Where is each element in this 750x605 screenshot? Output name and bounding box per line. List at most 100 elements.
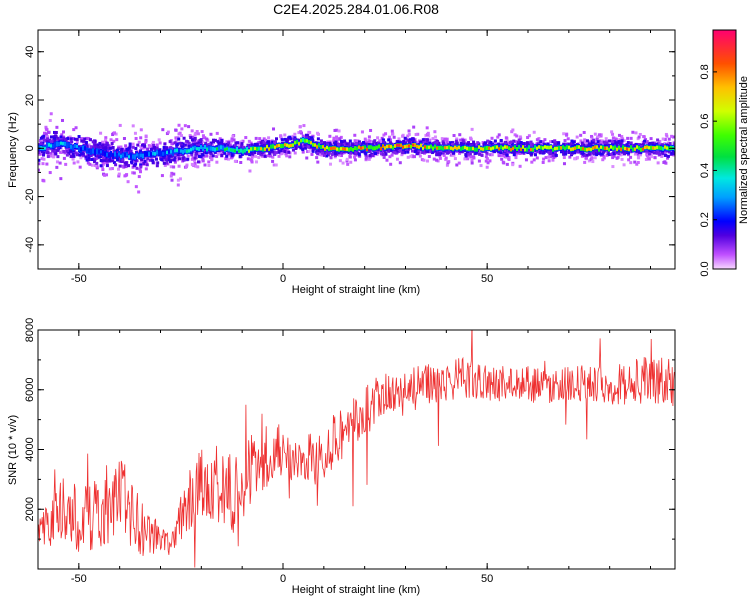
heatmap-cell: [279, 149, 283, 153]
heatmap-cell: [318, 153, 322, 157]
heatmap-cell: [508, 150, 512, 154]
heatmap-cell: [63, 138, 67, 142]
heatmap-cell: [432, 146, 434, 151]
heatmap-cell: [566, 137, 570, 141]
heatmap-cell: [196, 160, 200, 164]
heatmap-cell: [389, 162, 393, 166]
heatmap-cell: [283, 137, 287, 141]
heatmap-cell: [594, 145, 596, 149]
heatmap-cell: [273, 152, 277, 156]
heatmap-cell: [124, 173, 128, 177]
heatmap-cell: [266, 140, 270, 144]
heatmap-cell: [597, 134, 601, 138]
heatmap-cell: [633, 160, 637, 164]
heatmap-cell: [418, 145, 420, 149]
heatmap-cell: [634, 147, 636, 151]
heatmap-cell: [354, 146, 356, 151]
heatmap-cell: [525, 141, 529, 145]
heatmap-cell: [598, 139, 602, 143]
heatmap-cell: [45, 135, 49, 139]
heatmap-cell: [469, 136, 473, 140]
heatmap-cell: [533, 153, 537, 157]
heatmap-cell: [169, 174, 173, 178]
heatmap-cell: [471, 150, 475, 154]
heatmap-cell: [658, 145, 660, 150]
heatmap-cell: [463, 157, 467, 161]
heatmap-cell: [599, 141, 603, 145]
heatmap-cell: [143, 159, 147, 163]
heatmap-cell: [110, 167, 114, 171]
heatmap-cell: [667, 150, 671, 154]
heatmap-cell: [306, 139, 308, 143]
heatmap-cell: [262, 137, 266, 141]
heatmap-cell: [598, 147, 600, 152]
heatmap-cell: [605, 153, 609, 157]
heatmap-cell: [56, 155, 60, 159]
heatmap-cell: [611, 140, 615, 144]
heatmap-cell: [158, 148, 162, 152]
heatmap-cell: [555, 141, 559, 145]
heatmap-cell: [250, 155, 254, 159]
heatmap-cell: [271, 155, 275, 159]
heatmap-cell: [328, 146, 330, 151]
heatmap-cell: [384, 146, 386, 150]
heatmap-cell: [44, 127, 48, 131]
heatmap-cell: [87, 153, 91, 157]
heatmap-cell: [470, 146, 472, 151]
heatmap-cell: [42, 134, 46, 138]
heatmap-cell: [202, 146, 204, 151]
heatmap-cell: [162, 145, 166, 149]
heatmap-cell: [125, 147, 129, 151]
heatmap-cell: [254, 154, 258, 158]
heatmap-cell: [54, 135, 58, 139]
heatmap-cell: [451, 141, 455, 145]
heatmap-cell: [157, 138, 161, 142]
heatmap-cell: [190, 162, 194, 166]
heatmap-cell: [198, 147, 200, 152]
heatmap-cell: [420, 158, 424, 162]
heatmap-cell: [145, 159, 149, 163]
heatmap-cell: [135, 166, 139, 170]
heatmap-cell: [579, 139, 583, 143]
heatmap-cell: [536, 146, 538, 150]
heatmap-cell: [58, 161, 62, 165]
heatmap-cell: [285, 154, 289, 158]
heatmap-cell: [39, 141, 43, 145]
heatmap-cell: [537, 141, 541, 145]
heatmap-cell: [458, 133, 462, 137]
heatmap-cell: [427, 150, 431, 154]
heatmap-cell: [338, 153, 342, 157]
heatmap-cell: [104, 136, 108, 140]
heatmap-cell: [168, 140, 172, 144]
heatmap-cell: [293, 136, 297, 140]
heatmap-cell: [459, 141, 463, 145]
heatmap-cell: [225, 140, 229, 144]
heatmap-cell: [348, 139, 352, 143]
heatmap-cell: [437, 142, 441, 146]
heatmap-cell: [408, 139, 412, 143]
heatmap-cell: [490, 147, 492, 151]
heatmap-cell: [101, 158, 105, 162]
heatmap-cell: [146, 157, 150, 161]
heatmap-cell: [74, 151, 78, 155]
heatmap-cell: [92, 148, 94, 153]
heatmap-cell: [520, 147, 522, 151]
spectrogram-x-ticks: -50 0 50: [37, 30, 651, 285]
heatmap-cell: [599, 133, 603, 137]
heatmap-cell: [225, 142, 229, 146]
heatmap-cell: [105, 149, 109, 153]
heatmap-cell: [367, 150, 371, 154]
heatmap-cell: [177, 164, 181, 168]
heatmap-cell: [436, 159, 440, 163]
heatmap-cell: [90, 149, 92, 154]
heatmap-cell: [74, 126, 78, 130]
heatmap-cell: [93, 147, 97, 151]
heatmap-cell: [661, 151, 665, 155]
heatmap-cell: [258, 150, 262, 154]
heatmap-cell: [183, 124, 187, 128]
heatmap-cell: [365, 155, 369, 159]
heatmap-cell: [118, 152, 120, 156]
heatmap-cell: [194, 145, 196, 150]
heatmap-cell: [46, 155, 50, 159]
heatmap-cell: [301, 148, 305, 152]
